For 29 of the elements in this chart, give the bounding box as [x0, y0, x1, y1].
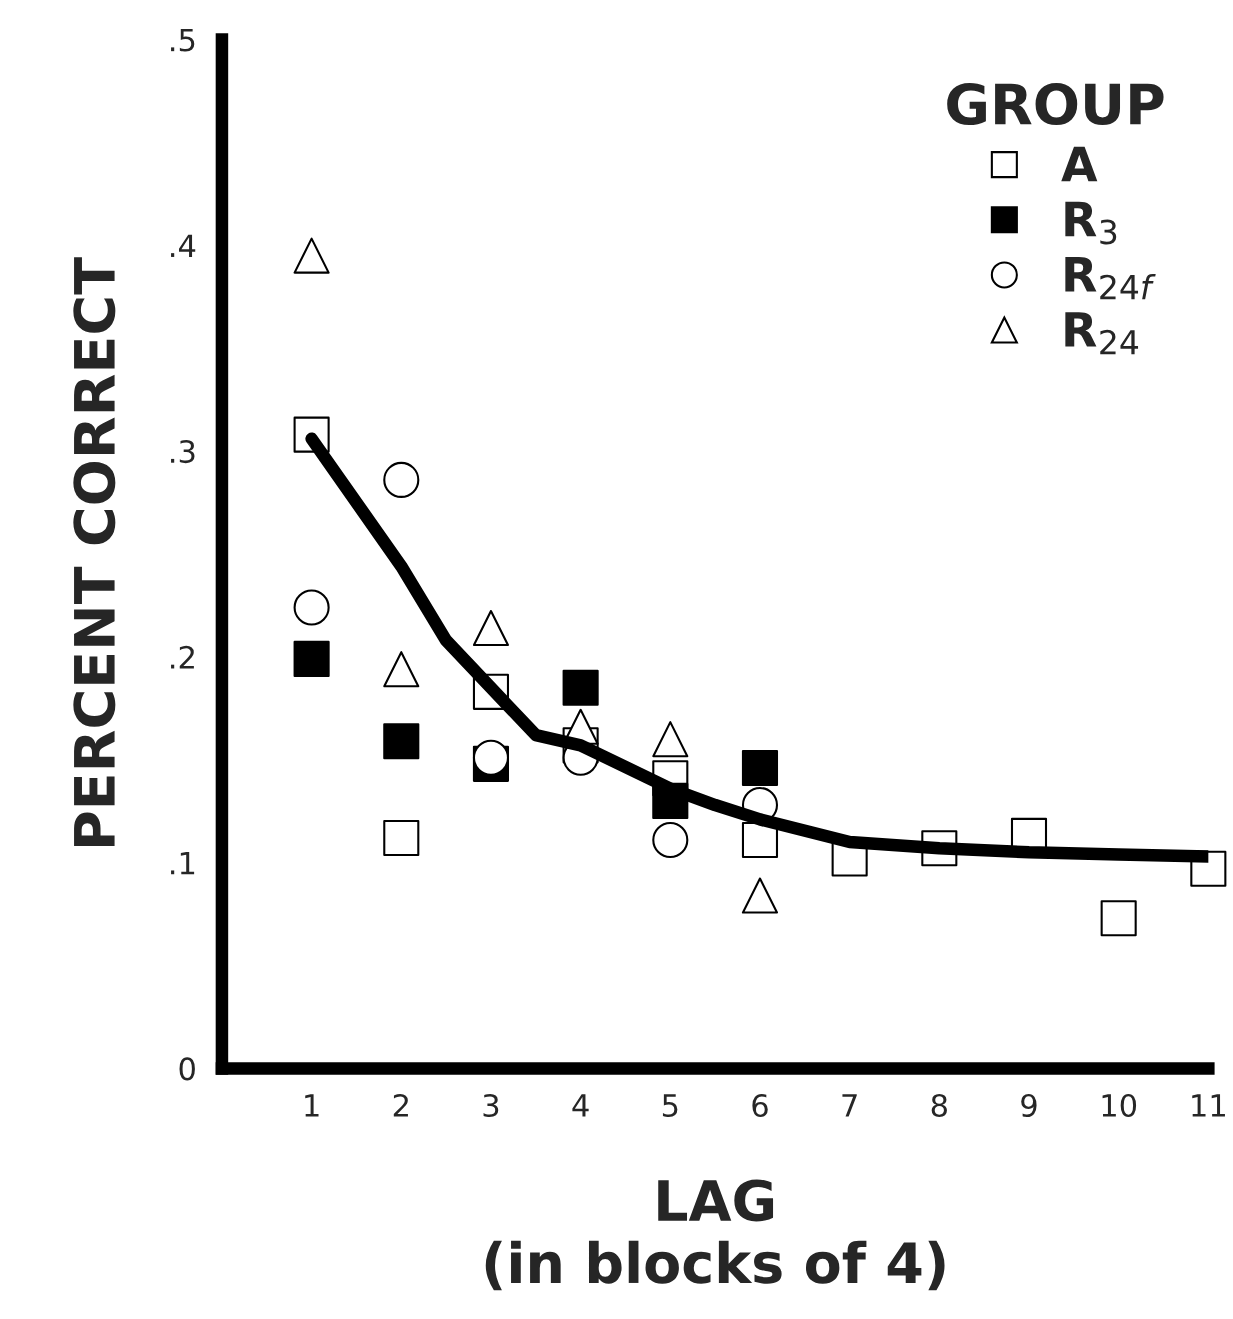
point [562, 669, 599, 706]
y-axis-title: PERCENT CORRECT [73, 257, 116, 846]
x-tick-label: 4 [572, 1094, 589, 1117]
legend-label: R$_{3}$ [1065, 201, 1117, 245]
x-axis-title: LAG (in blocks of 4) [485, 1179, 945, 1291]
y-tick-label: 0 [179, 1057, 195, 1081]
point [293, 640, 330, 677]
x-tick-label: 7 [842, 1094, 857, 1117]
x-tick-label: 6 [752, 1093, 768, 1118]
y-tick-label: .1 [171, 851, 195, 875]
point [472, 739, 510, 776]
x-tick-label: 5 [662, 1094, 678, 1118]
x-tick-label: 3 [483, 1093, 499, 1118]
x-tick-label: 8 [931, 1093, 947, 1118]
legend-label: A [1061, 146, 1098, 182]
y-tick-label: .5 [171, 28, 195, 52]
x-tick-label: 2 [393, 1093, 408, 1117]
x-tick-label: 10 [1102, 1093, 1137, 1118]
legend-label: R$_{24f}$ [1065, 256, 1156, 300]
x-tick-label: 11 [1192, 1094, 1225, 1117]
y-tick-label: .2 [171, 645, 194, 669]
y-tick-label: .4 [171, 234, 196, 257]
y-tick-label: .3 [171, 440, 195, 464]
x-tick-label: 9 [1021, 1093, 1037, 1118]
point [383, 723, 420, 760]
legend-label: R$_{24}$ [1065, 312, 1139, 355]
point [741, 749, 779, 787]
legend-title: GROUP [947, 83, 1164, 126]
x-tick-label: 1 [305, 1094, 319, 1117]
